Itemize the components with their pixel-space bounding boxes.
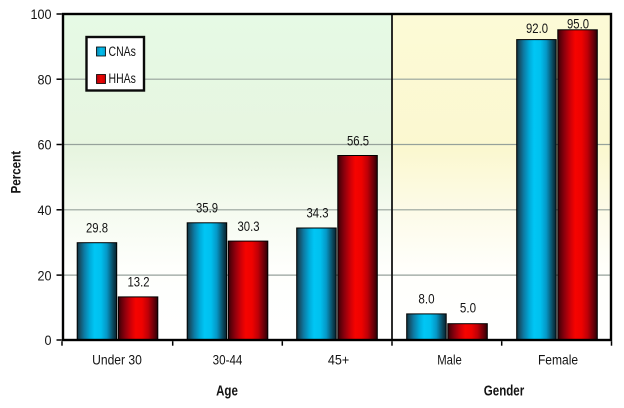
svg-text:Female: Female [538,352,578,368]
svg-text:20: 20 [38,268,52,284]
svg-text:HHAs: HHAs [109,71,136,87]
svg-text:Male: Male [437,351,462,367]
svg-text:92.0: 92.0 [526,20,548,36]
svg-text:Gender: Gender [484,382,524,399]
svg-text:CNAs: CNAs [109,43,136,59]
svg-text:Age: Age [216,382,238,399]
svg-text:13.2: 13.2 [127,273,149,289]
svg-text:0: 0 [44,332,51,348]
svg-text:45+: 45+ [328,352,350,368]
svg-text:29.8: 29.8 [86,219,108,235]
svg-text:40: 40 [38,202,52,218]
svg-text:Percent: Percent [7,150,23,193]
svg-text:60: 60 [38,137,52,153]
svg-text:35.9: 35.9 [196,199,218,215]
svg-text:5.0: 5.0 [460,299,476,315]
svg-text:56.5: 56.5 [347,132,369,148]
svg-text:95.0: 95.0 [567,15,589,31]
svg-text:Under 30: Under 30 [92,352,142,368]
svg-text:30-44: 30-44 [213,351,243,367]
svg-text:8.0: 8.0 [418,290,434,306]
svg-text:100: 100 [31,6,52,22]
svg-text:30.3: 30.3 [237,218,259,234]
svg-text:80: 80 [38,72,52,88]
svg-text:34.3: 34.3 [306,204,328,220]
